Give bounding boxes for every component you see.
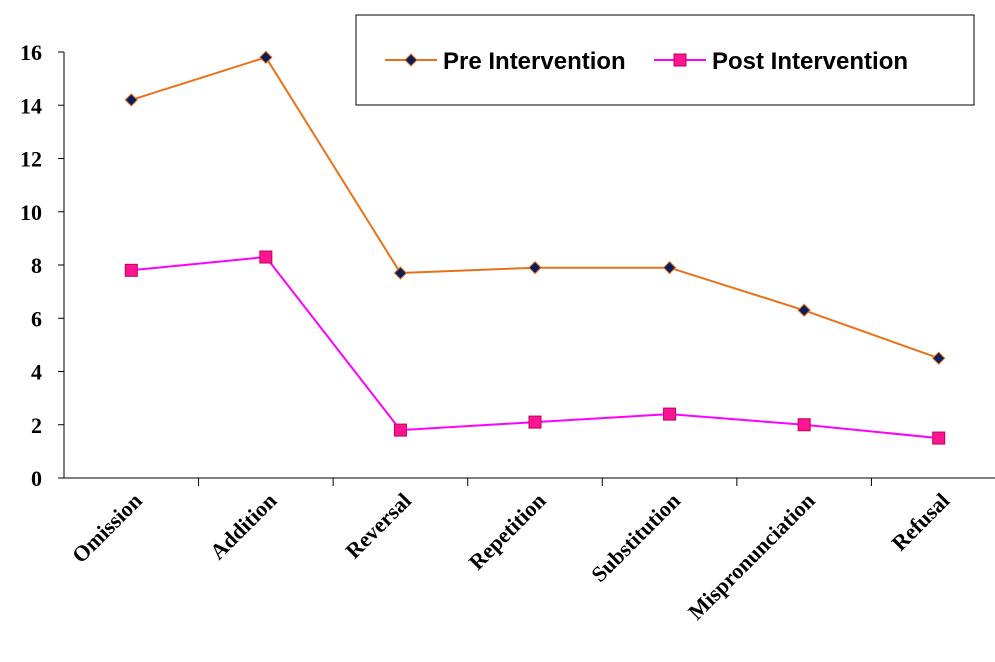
y-tick-label: 14 — [20, 93, 42, 118]
data-point — [797, 303, 811, 317]
legend-label-pre: Pre Intervention — [443, 48, 626, 75]
data-point — [259, 50, 273, 65]
legend: Pre Intervention Post Intervention — [355, 14, 975, 106]
x-category-label: Addition — [205, 488, 281, 564]
y-tick-label: 12 — [20, 147, 42, 172]
x-category-label: Repetition — [464, 488, 551, 575]
y-tick-label: 6 — [31, 306, 42, 331]
axes: 0 2 4 6 8 10 12 14 16 Omission Addition Reversal Rep… — [20, 40, 995, 625]
series-post — [124, 250, 946, 445]
data-point — [393, 423, 407, 437]
data-point — [528, 260, 542, 275]
data-point — [528, 415, 542, 429]
data-point — [124, 263, 138, 277]
y-tick-label: 4 — [31, 360, 42, 385]
data-point — [932, 431, 946, 445]
x-category-label: Substitution — [586, 488, 685, 587]
series-line — [131, 255, 939, 440]
legend-marker-post — [673, 53, 687, 67]
y-tick-label: 10 — [20, 200, 42, 225]
series-pre — [124, 50, 946, 365]
data-point — [797, 418, 811, 432]
y-tick-label: 0 — [31, 466, 42, 491]
legend-marker-pre — [404, 53, 418, 67]
y-tick-label: 8 — [31, 253, 42, 278]
y-tick-label: 2 — [31, 413, 42, 438]
data-point — [393, 266, 408, 280]
x-category-label: Mispronunciation — [683, 488, 820, 625]
data-point — [663, 407, 677, 421]
x-category-label: Omission — [67, 488, 147, 568]
legend-label-post: Post Intervention — [712, 48, 908, 75]
y-tick-label: 16 — [20, 40, 42, 65]
data-point — [124, 93, 138, 107]
data-point — [932, 351, 946, 365]
x-category-label: Refusal — [886, 488, 954, 556]
data-point — [662, 260, 677, 275]
series-layer — [124, 50, 946, 445]
data-point — [259, 250, 273, 264]
x-category-label: Reversal — [340, 488, 416, 564]
